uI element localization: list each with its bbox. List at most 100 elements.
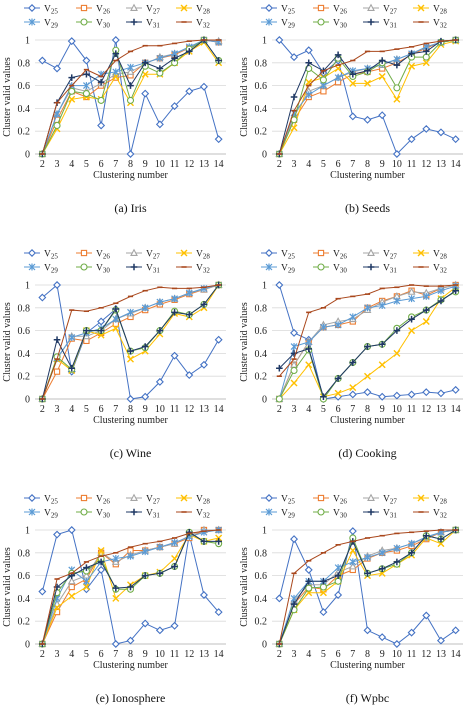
data-point — [82, 577, 90, 585]
x-tick-label: 8 — [128, 404, 133, 415]
data-point — [200, 301, 208, 308]
data-point — [436, 636, 445, 645]
x-tick-label: 13 — [199, 404, 209, 415]
y-tick-label: 0.2 — [18, 617, 31, 628]
legend-marker — [367, 263, 375, 271]
legend-item: V32 — [176, 264, 210, 275]
data-point — [141, 572, 149, 579]
data-point — [97, 96, 105, 104]
data-point — [199, 360, 208, 369]
data-point — [422, 292, 430, 300]
legend-label: V30 — [96, 264, 110, 275]
y-tick-label: 0.2 — [255, 127, 268, 138]
data-point — [422, 306, 430, 314]
data-point — [348, 527, 357, 536]
data-point — [349, 70, 357, 78]
legend-marker — [130, 263, 138, 271]
data-point — [334, 51, 342, 59]
y-tick-label: 0.8 — [18, 303, 31, 314]
legend-item: V28 — [413, 495, 447, 506]
legend-marker — [180, 4, 188, 12]
data-point — [334, 375, 342, 382]
data-point — [170, 621, 179, 630]
data-point — [155, 120, 164, 129]
legend-item: V29 — [261, 263, 295, 275]
data-point — [126, 67, 135, 75]
data-point — [422, 59, 430, 67]
legend-label: V28 — [433, 5, 447, 16]
x-tick-label: 9 — [380, 159, 385, 170]
data-point — [185, 371, 194, 380]
x-tick-label: 5 — [84, 404, 89, 415]
data-point — [111, 36, 120, 44]
y-tick-label: 0.8 — [255, 548, 268, 559]
data-point — [408, 540, 416, 548]
y-tick-label: 0.4 — [255, 594, 268, 605]
data-point — [200, 538, 208, 545]
data-point — [393, 544, 401, 552]
data-point — [290, 379, 298, 387]
y-tick-label: 0.8 — [255, 58, 268, 69]
x-tick-label: 11 — [407, 404, 417, 415]
data-point — [334, 321, 342, 329]
data-point — [68, 583, 75, 591]
x-tick-label: 4 — [306, 159, 311, 170]
legend-label: V30 — [96, 19, 110, 30]
legend-label: V27 — [383, 495, 397, 506]
data-point — [171, 54, 178, 62]
data-point — [53, 336, 61, 344]
legend-item: V27 — [126, 248, 160, 261]
data-point — [199, 82, 208, 91]
data-point — [364, 67, 371, 75]
data-point — [83, 70, 90, 78]
data-point — [364, 343, 371, 350]
data-point — [275, 281, 284, 289]
x-tick-label: 2 — [40, 404, 45, 415]
data-point — [334, 591, 343, 599]
legend-marker — [130, 493, 138, 501]
x-tick-label: 13 — [199, 649, 209, 660]
data-point — [155, 377, 164, 386]
x-tick-label: 6 — [99, 159, 104, 170]
data-point — [304, 46, 313, 55]
legend-item: V31 — [126, 264, 160, 275]
data-point — [290, 93, 298, 101]
data-point — [112, 594, 120, 602]
x-tick-label: 2 — [277, 649, 282, 660]
y-tick-label: 0.6 — [18, 81, 31, 92]
data-point — [276, 364, 283, 372]
data-point — [275, 594, 284, 603]
legend-marker — [180, 494, 188, 502]
data-point — [275, 395, 283, 403]
y-axis-title: Cluster valid values — [2, 302, 13, 382]
y-tick-label: 1 — [25, 526, 30, 537]
legend-item: V29 — [261, 508, 295, 520]
legend-item: V29 — [261, 18, 295, 30]
legend-label: V31 — [383, 509, 397, 520]
legend-marker — [317, 4, 325, 12]
data-point — [305, 338, 313, 346]
data-point — [82, 56, 91, 65]
y-tick-label: 0.2 — [18, 372, 31, 383]
data-point — [126, 636, 135, 645]
y-tick-label: 1 — [262, 281, 267, 292]
x-tick-label: 14 — [214, 159, 224, 170]
legend-marker — [417, 249, 425, 257]
legend-label: V27 — [383, 5, 397, 16]
legend-label: V30 — [333, 264, 347, 275]
x-tick-label: 11 — [170, 159, 180, 170]
legend-marker — [265, 494, 273, 502]
data-point — [112, 555, 120, 562]
legend-label: V32 — [433, 264, 447, 275]
y-tick-label: 0.6 — [255, 571, 268, 582]
data-point — [141, 89, 150, 98]
data-point — [171, 309, 178, 316]
data-point — [156, 65, 164, 72]
data-point — [127, 63, 134, 71]
data-point — [451, 385, 460, 394]
data-point — [348, 112, 357, 121]
data-point — [112, 584, 120, 592]
legend-marker — [367, 18, 375, 26]
data-point — [215, 534, 223, 542]
data-point — [112, 68, 120, 76]
